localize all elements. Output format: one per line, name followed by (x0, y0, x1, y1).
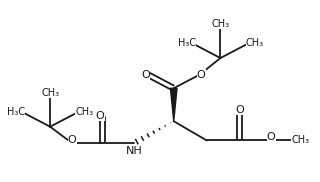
Text: O: O (141, 70, 150, 80)
Text: CH₃: CH₃ (76, 107, 93, 117)
Text: CH₃: CH₃ (246, 38, 264, 48)
Text: CH₃: CH₃ (292, 135, 310, 145)
Text: NH: NH (125, 146, 142, 156)
Polygon shape (171, 88, 177, 121)
Text: O: O (267, 132, 276, 142)
Text: H₃C: H₃C (178, 38, 196, 48)
Text: O: O (96, 111, 105, 121)
Text: O: O (235, 105, 244, 115)
Text: CH₃: CH₃ (212, 19, 229, 29)
Text: O: O (197, 70, 205, 80)
Text: H₃C: H₃C (7, 107, 25, 117)
Text: CH₃: CH₃ (41, 88, 59, 98)
Text: O: O (68, 135, 76, 145)
